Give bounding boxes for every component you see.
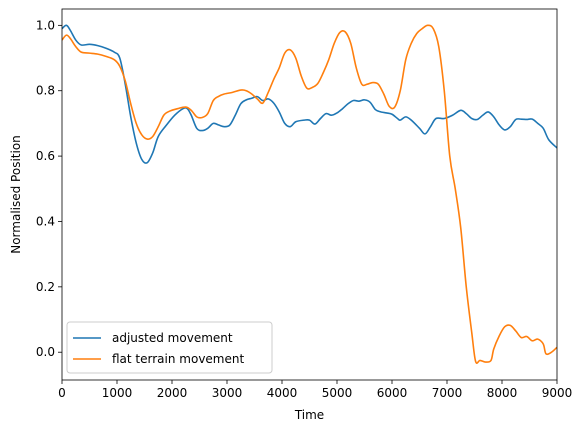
y-axis: 0.0 0.2 0.4 0.6 0.8 1.0 bbox=[36, 18, 62, 359]
x-tick-label: 4000 bbox=[267, 386, 298, 400]
y-tick-label: 0.6 bbox=[36, 149, 55, 163]
x-tick-label: 7000 bbox=[432, 386, 463, 400]
x-tick-label: 1000 bbox=[102, 386, 133, 400]
legend-label-adjusted-movement: adjusted movement bbox=[112, 331, 233, 345]
x-tick-label: 8000 bbox=[487, 386, 518, 400]
x-axis-label: Time bbox=[294, 408, 324, 422]
series-line-flat-terrain-movement bbox=[62, 24, 557, 364]
y-tick-label: 1.0 bbox=[36, 18, 55, 32]
series-line-adjusted-movement bbox=[62, 24, 557, 164]
legend-box bbox=[66, 321, 273, 374]
x-tick-label: 3000 bbox=[212, 386, 243, 400]
x-tick-label: 5000 bbox=[322, 386, 353, 400]
legend: adjusted movement flat terrain movement bbox=[66, 321, 273, 374]
x-tick-label: 9000 bbox=[542, 386, 573, 400]
x-tick-label: 2000 bbox=[157, 386, 188, 400]
legend-label-flat-terrain-movement: flat terrain movement bbox=[112, 352, 244, 366]
plot-area bbox=[62, 24, 557, 364]
y-tick-label: 0.0 bbox=[36, 345, 55, 359]
plot-frame bbox=[61, 8, 558, 381]
y-tick-label: 0.4 bbox=[36, 214, 55, 228]
y-axis-label: Normalised Position bbox=[9, 135, 23, 254]
x-axis: 0 1000 2000 3000 4000 5000 6000 7000 8000 9000 bbox=[58, 380, 572, 400]
y-tick-label: 0.2 bbox=[36, 280, 55, 294]
x-tick-label: 6000 bbox=[377, 386, 408, 400]
y-tick-label: 0.8 bbox=[36, 84, 55, 98]
x-tick-label: 0 bbox=[58, 386, 66, 400]
